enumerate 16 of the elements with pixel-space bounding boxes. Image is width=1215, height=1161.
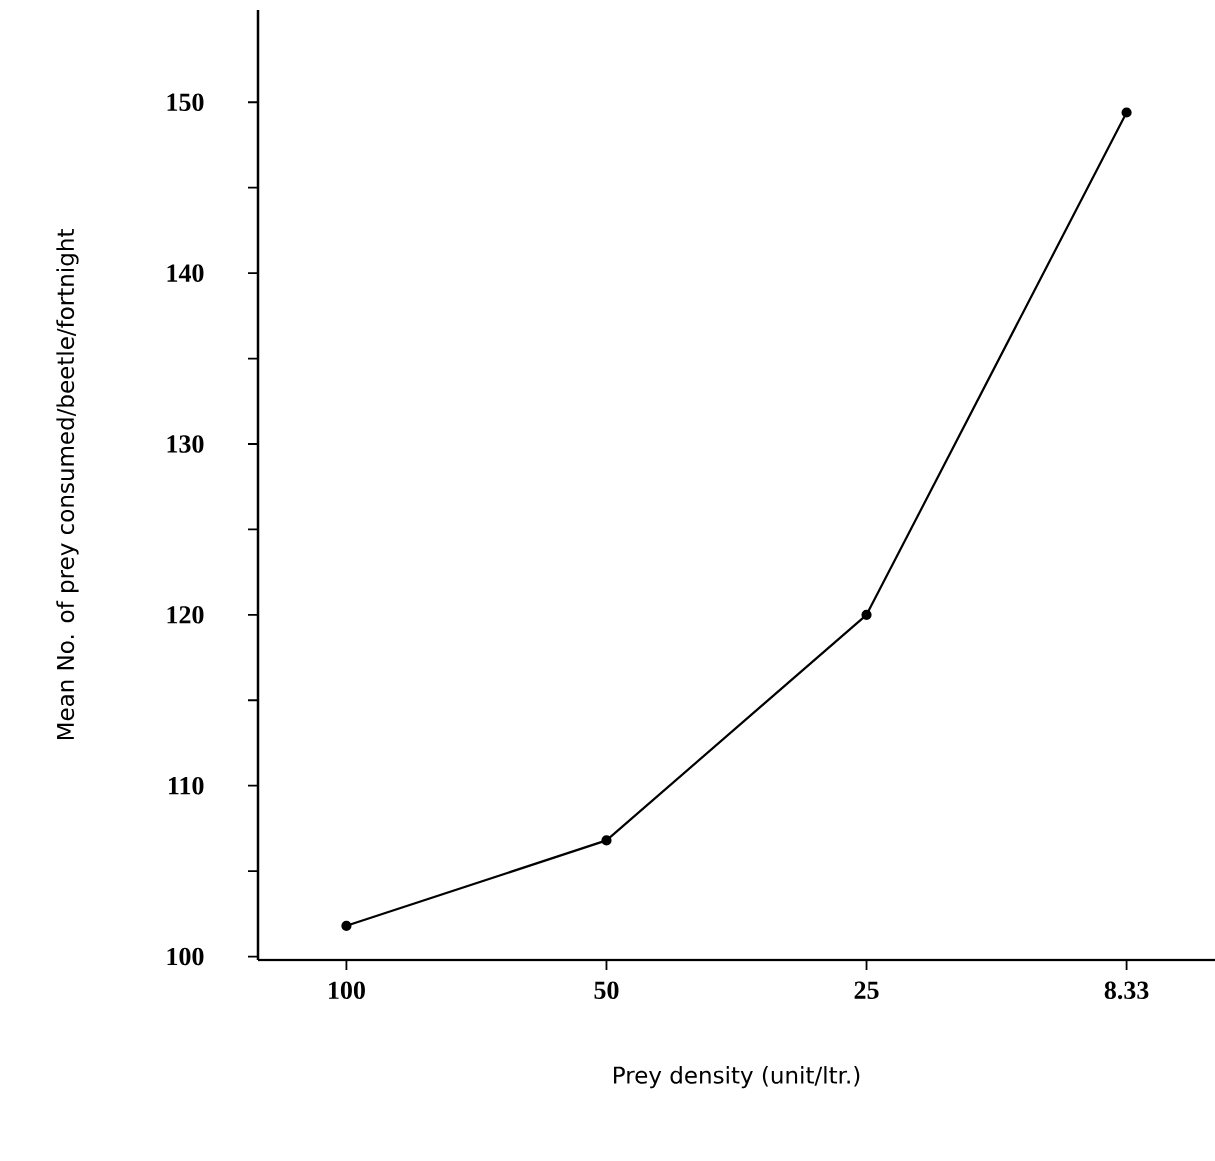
y-tick-label: 140: [167, 264, 204, 282]
x-axis-title: Prey density (unit/ltr.): [614, 1066, 860, 1089]
y-tick-label: 100: [167, 947, 204, 966]
x-tick-label: 50: [594, 981, 619, 1000]
y-tick-label: 150: [167, 93, 204, 112]
x-tick-label: 8.33: [1104, 981, 1149, 1000]
x-tick-label: 100: [329, 981, 365, 1000]
y-tick-label: 120: [167, 606, 204, 624]
point: [341, 920, 352, 931]
point: [1121, 107, 1132, 118]
y-tick-label: 130: [167, 435, 204, 453]
y-tick-label: 110: [168, 776, 204, 795]
point: [861, 609, 872, 620]
point: [601, 835, 612, 846]
x-tick-label: 25: [854, 981, 879, 999]
y-axis-title: Mean No. of prey consumed/beetle/fortnight: [56, 229, 79, 740]
